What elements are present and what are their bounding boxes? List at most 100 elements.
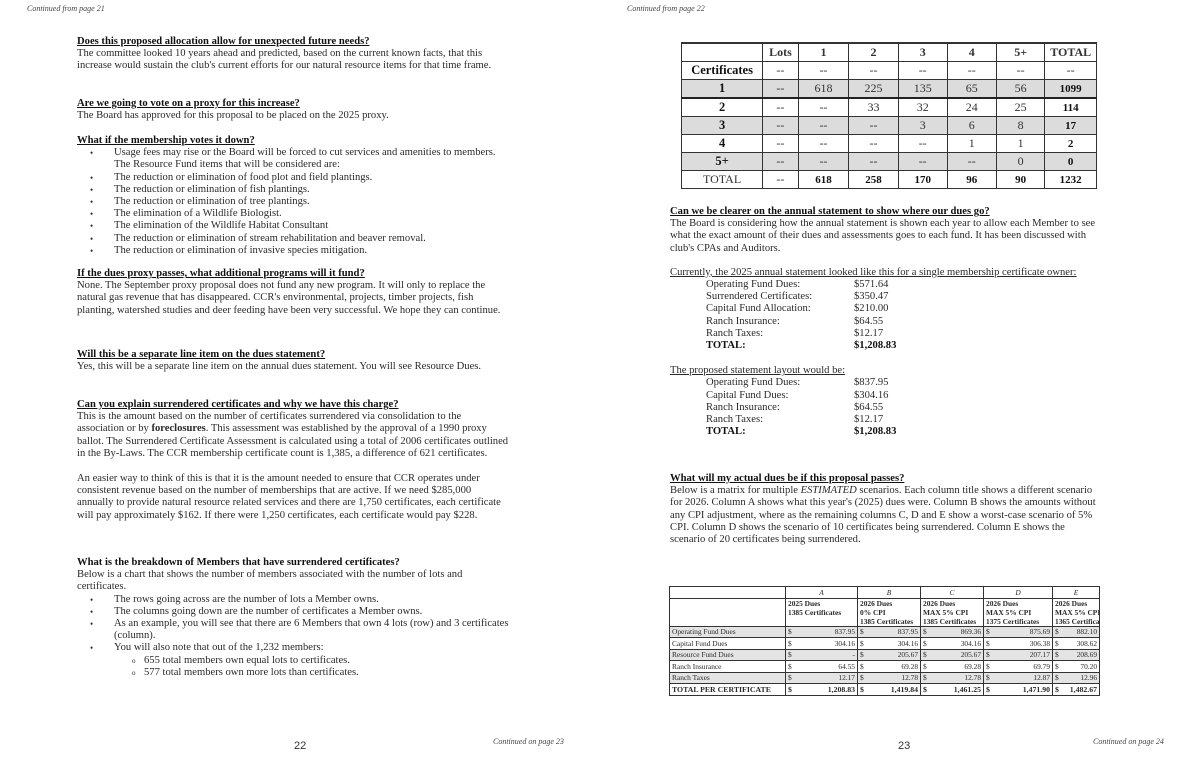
- column-title: 2026 Dues MAX 5% CPI 1385 Certificates: [920, 597, 985, 627]
- heading: Will this be a separate line item on the…: [77, 349, 326, 360]
- amount: 69.79: [993, 660, 1054, 673]
- header-cell: 2: [848, 42, 899, 62]
- current-statement-list: Operating Fund Dues: $571.64 Surrendered C…: [670, 279, 1102, 352]
- column-title-line: 0% CPI: [860, 607, 886, 617]
- statement-label: Ranch Taxes:: [706, 414, 764, 426]
- table-cell: --: [797, 116, 850, 135]
- table-cell: --: [897, 134, 948, 153]
- heading: Does this proposed allocation allow for …: [77, 36, 370, 47]
- statement-value: $64.55: [854, 315, 884, 327]
- statement-label: TOTAL:: [706, 340, 746, 352]
- table-cell: --: [946, 61, 997, 80]
- statement-value: $1,208.83: [854, 426, 897, 438]
- amount: 12.96: [1062, 671, 1101, 684]
- list-item: The elimination of the Wildlife Habitat …: [77, 220, 497, 232]
- text: Below is a matrix for multiple: [670, 485, 801, 497]
- table-cell: --: [848, 61, 899, 80]
- text: . This assessment was established by the…: [77, 423, 509, 459]
- table-row: Certificates -- -- -- -- -- -- --: [680, 61, 1097, 80]
- table-cell: 618: [797, 79, 850, 99]
- currency-symbol: $: [1052, 648, 1063, 661]
- statement-label: TOTAL:: [706, 426, 746, 438]
- continued-on-label: Continued on page 23: [493, 737, 564, 746]
- row-header-cell: 5+: [680, 152, 764, 171]
- statement-label: Surrendered Certificates:: [706, 291, 813, 303]
- paragraph: The Board is considering how the annual …: [670, 218, 1096, 254]
- table-cell: 1099: [1044, 79, 1097, 99]
- table-cell: 6: [946, 116, 997, 135]
- continued-on-label: Continued on page 24: [1093, 737, 1164, 746]
- currency-symbol: $: [920, 637, 931, 650]
- section-votes-down: What if the membership votes it down? Us…: [77, 135, 497, 257]
- heading: What will my actual dues be if this prop…: [670, 473, 905, 484]
- header-cell: TOTAL: [1044, 42, 1097, 62]
- list-item: The columns going down are the number of…: [77, 606, 509, 618]
- section-surrendered-certificates: Can you explain surrendered certificates…: [77, 399, 509, 522]
- list-item: As an example, you will see that there a…: [77, 618, 509, 642]
- table-cell: --: [946, 152, 997, 171]
- currency-symbol: $: [785, 625, 796, 638]
- heading: If the dues proxy passes, what additiona…: [77, 268, 365, 279]
- column-letter: E: [1052, 586, 1101, 599]
- table-row: Capital Fund Dues $304.16 $304.16 $304.16 $3…: [669, 637, 1101, 650]
- page-number: 23: [898, 740, 911, 752]
- table-row: 5+ -- -- -- -- -- 0 0: [680, 152, 1097, 171]
- table-cell: 96: [946, 170, 997, 189]
- table-row: Ranch Taxes $12.17 $12.78 $12.78 $12.87 $12.9…: [669, 671, 1101, 684]
- currency-symbol: $: [1052, 671, 1063, 684]
- table-cell: 618: [797, 170, 850, 189]
- amount: -: [795, 648, 859, 661]
- currency-symbol: $: [983, 660, 994, 673]
- table-row: Operating Fund Dues $837.95 $837.95 $869.36…: [669, 625, 1101, 638]
- currency-symbol: $: [857, 625, 868, 638]
- amount: 205.67: [867, 648, 922, 661]
- row-header-cell: 3: [680, 116, 764, 135]
- table-cell: 258: [848, 170, 899, 189]
- statement-value: $64.55: [854, 401, 884, 413]
- paragraph: None. The September proxy proposal does …: [77, 280, 501, 316]
- section-proxy-vote: Are we going to vote on a proxy for this…: [77, 98, 509, 122]
- bullet-list: Usage fees may rise or the Board will be…: [77, 147, 497, 257]
- column-title-line: 1365 Certificates: [1055, 616, 1100, 626]
- currency-symbol: $: [785, 671, 796, 684]
- table-cell: --: [762, 152, 799, 171]
- table-cell: 25: [995, 97, 1046, 117]
- table-row: 3 -- -- -- 3 6 8 17: [680, 116, 1097, 135]
- amount: 882.10: [1062, 625, 1101, 638]
- table-cell: --: [762, 97, 799, 117]
- bullet-list: The rows going across are the number of …: [77, 594, 509, 655]
- table-cell: 24: [946, 97, 997, 117]
- table-cell: --: [797, 134, 850, 153]
- table-cell: --: [797, 97, 850, 117]
- column-title-line: 1385 Certificates: [860, 616, 914, 626]
- header-cell: 4: [946, 42, 997, 62]
- section-future-needs: Does this proposed allocation allow for …: [77, 36, 509, 73]
- currency-symbol: $: [785, 648, 796, 661]
- row-header-cell: 2: [680, 97, 764, 117]
- currency-symbol: $: [920, 660, 931, 673]
- column-title-line: MAX 5% CPI: [1055, 607, 1100, 617]
- table-row: TOTAL -- 618 258 170 96 90 1232: [680, 170, 1097, 189]
- table-row: 1 -- 618 225 135 65 56 1099: [680, 79, 1097, 99]
- amount: 304.16: [867, 637, 922, 650]
- amount: 837.95: [867, 625, 922, 638]
- amount: 837.95: [795, 625, 859, 638]
- table-cell: --: [797, 152, 850, 171]
- column-title-line: 1375 Certificates: [986, 616, 1040, 626]
- text: This is the amount based on the number o…: [77, 411, 462, 435]
- statement-label: Capital Fund Allocation:: [706, 303, 811, 315]
- table-cell: 114: [1044, 97, 1097, 117]
- column-letter: C: [920, 586, 985, 599]
- currency-symbol: $: [983, 625, 994, 638]
- row-header-cell: TOTAL: [680, 170, 764, 189]
- currency-symbol: $: [785, 637, 796, 650]
- section-additional-programs: If the dues proxy passes, what additiona…: [77, 268, 509, 317]
- currency-symbol: $: [983, 671, 994, 684]
- table-cell: --: [762, 170, 799, 189]
- table-cell: 1: [946, 134, 997, 153]
- statement-label: Operating Fund Dues:: [706, 279, 801, 291]
- statement-value: $1,208.83: [854, 340, 897, 352]
- table-row: Ranch Insurance $64.55 $69.28 $69.28 $69.79 $…: [669, 660, 1101, 673]
- statement-label: Operating Fund Dues:: [706, 377, 801, 389]
- amount: 1,419.84: [867, 683, 922, 696]
